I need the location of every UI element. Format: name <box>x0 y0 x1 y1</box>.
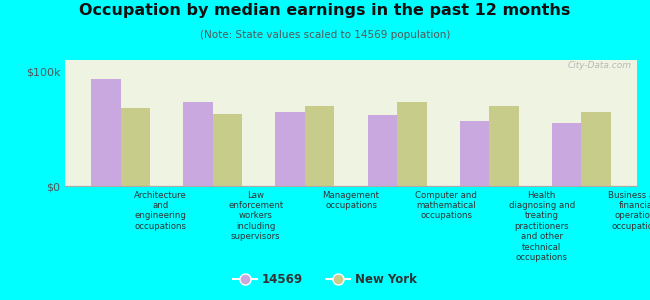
Text: Occupation by median earnings in the past 12 months: Occupation by median earnings in the pas… <box>79 3 571 18</box>
Text: Architecture
and
engineering
occupations: Architecture and engineering occupations <box>134 190 187 231</box>
Bar <box>368 115 397 186</box>
Bar <box>276 112 305 186</box>
Bar <box>213 114 242 186</box>
Bar <box>120 108 150 186</box>
Text: City-Data.com: City-Data.com <box>567 61 631 70</box>
Bar <box>183 102 213 186</box>
Bar <box>489 106 519 186</box>
Text: Management
occupations: Management occupations <box>322 190 380 210</box>
Text: (Note: State values scaled to 14569 population): (Note: State values scaled to 14569 popu… <box>200 30 450 40</box>
Text: Law
enforcement
workers
including
supervisors: Law enforcement workers including superv… <box>228 190 283 241</box>
Bar <box>91 80 120 186</box>
Text: Computer and
mathematical
occupations: Computer and mathematical occupations <box>415 190 477 220</box>
Legend: 14569, New York: 14569, New York <box>229 269 421 291</box>
Text: Health
diagnosing and
treating
practitioners
and other
technical
occupations: Health diagnosing and treating practitio… <box>508 190 575 262</box>
Bar <box>305 106 334 186</box>
Bar <box>397 102 426 186</box>
Bar <box>552 123 582 186</box>
Text: Business and
financial
operations
occupations: Business and financial operations occupa… <box>608 190 650 231</box>
Bar <box>582 112 611 186</box>
Bar <box>460 121 489 186</box>
